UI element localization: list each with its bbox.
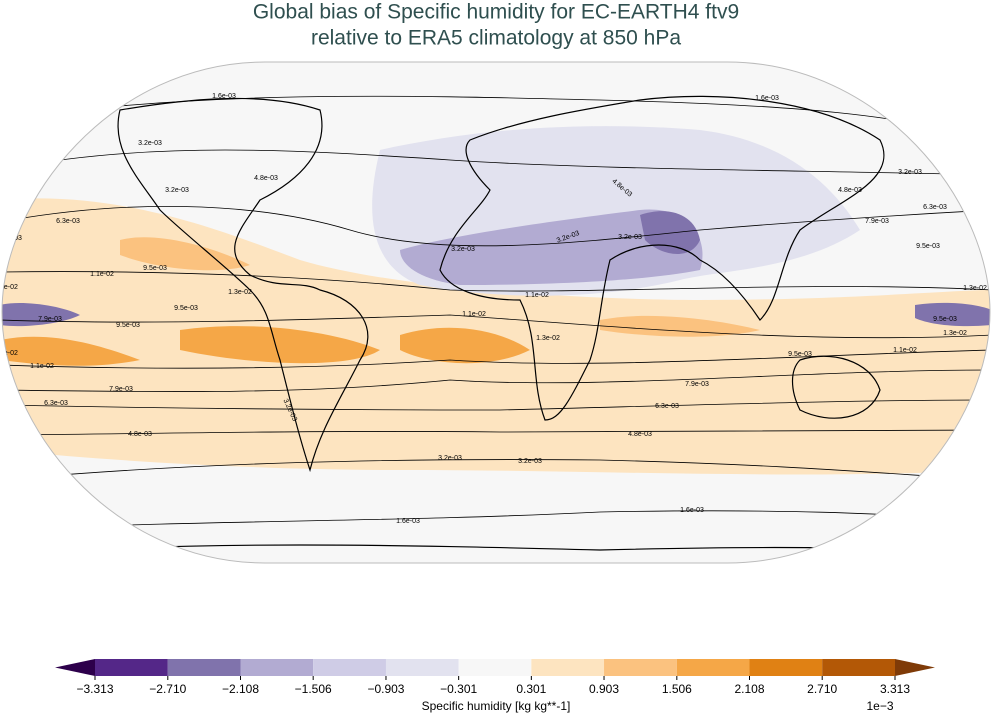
contour-label: 7.9e-03 (0, 235, 22, 242)
contour-label: 6.3e-03 (655, 403, 679, 410)
colorbar-tick-label: 0.301 (516, 682, 546, 696)
colorbar-tick-label: 0.903 (589, 682, 619, 696)
contour-label: 7.9e-03 (38, 316, 62, 323)
map (2, 62, 990, 563)
colorbar-segment (167, 659, 241, 676)
colorbar-segment (458, 659, 532, 676)
colorbar-tick-label: 2.710 (807, 682, 837, 696)
contour-label: 9.5e-03 (788, 351, 812, 358)
bias-region (2, 326, 530, 366)
bias-region (120, 237, 760, 337)
contour-label: 1.3e-02 (963, 285, 987, 292)
contour-label: 4.8e-03 (254, 175, 278, 182)
contour-label: 3.2e-03 (518, 458, 542, 465)
contour-label: 1.1e-02 (30, 363, 54, 370)
contour-label: 3.2e-03 (165, 187, 189, 194)
contour-label: 3.2e-03 (898, 169, 922, 176)
contour-label: 9.5e-03 (916, 243, 940, 250)
colorbar-segment (95, 659, 168, 676)
colorbar-tick-label: 3.313 (880, 682, 910, 696)
contour-label: 7.9e-03 (685, 381, 709, 388)
contour-label: 3.2e-03 (451, 246, 475, 253)
contour-label: 4.8e-03 (838, 187, 862, 194)
colorbar-extend-high (895, 659, 935, 676)
colorbar-tick-label: 2.108 (734, 682, 764, 696)
colorbar-multiplier: 1e−3 (866, 699, 893, 713)
colorbar-segment (604, 659, 677, 676)
contour-label: 1.3e-02 (943, 330, 967, 337)
colorbar-tick-label: −1.506 (295, 682, 332, 696)
colorbar-tick-label: −2.710 (149, 682, 186, 696)
contour-label: 1.6e-03 (680, 507, 704, 514)
contour-label: 1.6e-03 (396, 518, 420, 525)
contour-label: 1.3e-02 (536, 335, 560, 342)
contour-label: 9.5e-03 (933, 316, 957, 323)
contour-label: 6.3e-03 (56, 218, 80, 225)
colorbar-tick-label: −3.313 (76, 682, 113, 696)
contour-label: 1.1e-02 (462, 311, 486, 318)
contour-label: 1.3e-02 (0, 284, 18, 291)
contour-label: 7.9e-03 (865, 218, 889, 225)
contour-label: 4.8e-03 (128, 431, 152, 438)
title-line-1: Global bias of Specific humidity for EC-… (253, 1, 739, 24)
colorbar-tick-label: −0.903 (367, 682, 404, 696)
contour-label: 9.5e-03 (143, 265, 167, 272)
contour-label: 9.5e-03 (174, 305, 198, 312)
colorbar-tick-label: −2.108 (222, 682, 259, 696)
title-line-2: relative to ERA5 climatology at 850 hPa (311, 27, 681, 50)
contour-label: 3.2e-03 (618, 234, 642, 241)
contour-label: 9.5e-03 (116, 322, 140, 329)
colorbar: −3.313 −2.710 −2.108 −1.506 −0.903 −0.301 0.30… (55, 659, 935, 696)
colorbar-segment (749, 659, 823, 676)
contour-label: 1.3e-02 (228, 289, 252, 296)
contour-label: 1.6e-03 (212, 93, 236, 100)
contour-label: 4.8e-03 (628, 431, 652, 438)
colorbar-segment (822, 659, 895, 676)
contour-label: 1.1e-02 (893, 347, 917, 354)
map-border (1, 61, 991, 564)
contour-label: 6.3e-03 (44, 400, 68, 407)
colorbar-tick-label: −0.301 (440, 682, 477, 696)
colorbar-label: Specific humidity [kg kg**-1] (422, 699, 571, 713)
contour-label: 3.2e-03 (438, 455, 462, 462)
contour-label: 1.1e-02 (525, 292, 549, 299)
contour-label: 3.2e-03 (138, 140, 162, 147)
contour-label: 7.9e-03 (109, 386, 133, 393)
contour-label: 1.6e-03 (755, 95, 779, 102)
colorbar-segment (313, 659, 386, 676)
contour-label: 1.3e-02 (0, 350, 18, 357)
colorbar-segment (385, 659, 459, 676)
colorbar-extend-low (55, 659, 95, 676)
contour-label: 6.3e-03 (923, 204, 947, 211)
bias-region (400, 209, 703, 285)
colorbar-segment (531, 659, 605, 676)
colorbar-segment (240, 659, 314, 676)
colorbar-segment (676, 659, 750, 676)
bias-region (640, 211, 700, 254)
colorbar-tick-label: 1.506 (662, 682, 692, 696)
contour-label: 1.1e-02 (90, 271, 114, 278)
